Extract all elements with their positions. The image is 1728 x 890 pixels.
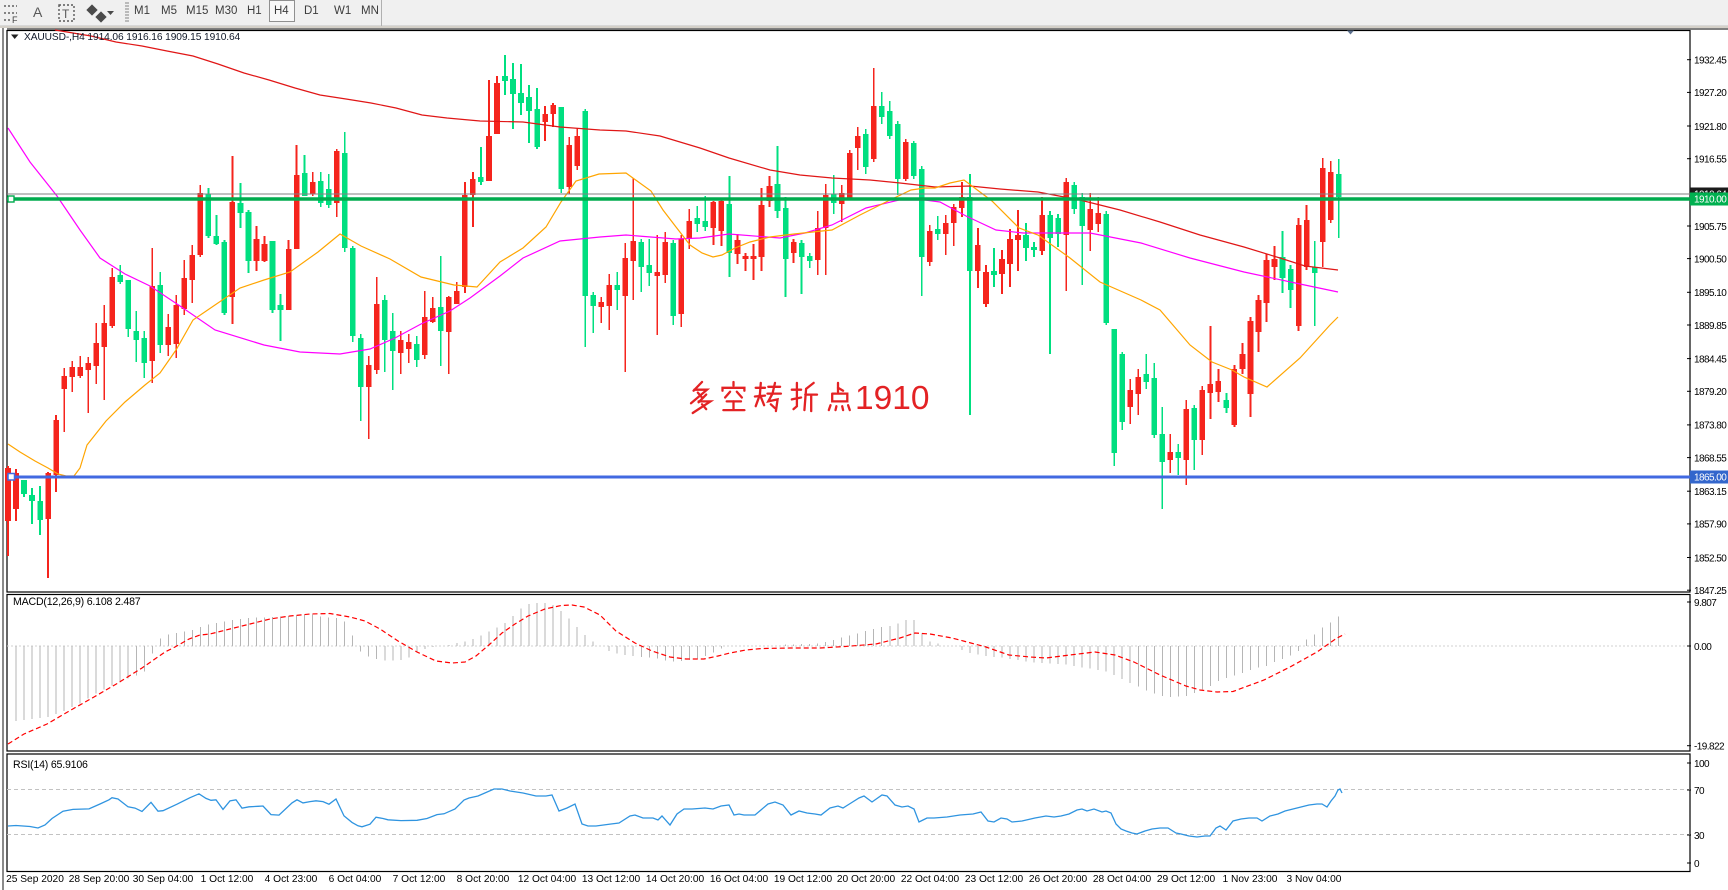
svg-text:A: A xyxy=(33,4,43,20)
svg-text:13 Oct 12:00: 13 Oct 12:00 xyxy=(582,874,641,885)
svg-text:1852.50: 1852.50 xyxy=(1694,553,1727,564)
svg-text:70: 70 xyxy=(1694,786,1705,797)
svg-text:30 Sep 04:00: 30 Sep 04:00 xyxy=(133,874,194,885)
svg-text:1910: 1910 xyxy=(855,380,930,417)
svg-text:0: 0 xyxy=(1694,859,1700,870)
svg-text:1868.55: 1868.55 xyxy=(1694,453,1727,464)
svg-text:1847.25: 1847.25 xyxy=(1694,586,1727,597)
svg-text:29 Oct 12:00: 29 Oct 12:00 xyxy=(1157,874,1216,885)
svg-text:7 Oct 12:00: 7 Oct 12:00 xyxy=(393,874,446,885)
svg-text:26 Oct 20:00: 26 Oct 20:00 xyxy=(1029,874,1088,885)
svg-text:28 Sep 20:00: 28 Sep 20:00 xyxy=(69,874,130,885)
svg-text:4 Oct 23:00: 4 Oct 23:00 xyxy=(265,874,318,885)
svg-text:MACD(12,26,9) 6.108 2.487: MACD(12,26,9) 6.108 2.487 xyxy=(13,596,141,608)
svg-text:1863.15: 1863.15 xyxy=(1694,487,1727,498)
svg-text:1889.85: 1889.85 xyxy=(1694,321,1727,332)
svg-text:16 Oct 04:00: 16 Oct 04:00 xyxy=(710,874,769,885)
svg-text:19 Oct 12:00: 19 Oct 12:00 xyxy=(774,874,833,885)
svg-text:9.807: 9.807 xyxy=(1694,598,1717,609)
svg-text:1921.80: 1921.80 xyxy=(1694,122,1727,133)
svg-text:1916.55: 1916.55 xyxy=(1694,155,1727,166)
svg-text:1932.45: 1932.45 xyxy=(1694,56,1727,67)
svg-text:30: 30 xyxy=(1694,831,1705,842)
svg-text:0.00: 0.00 xyxy=(1694,642,1712,653)
svg-text:1873.80: 1873.80 xyxy=(1694,421,1727,432)
svg-text:1879.20: 1879.20 xyxy=(1694,387,1727,398)
svg-text:1910.00: 1910.00 xyxy=(1694,195,1727,206)
svg-text:1 Nov 23:00: 1 Nov 23:00 xyxy=(1223,874,1278,885)
svg-text:1884.45: 1884.45 xyxy=(1694,354,1727,365)
svg-text:100: 100 xyxy=(1694,759,1710,770)
svg-text:22 Oct 04:00: 22 Oct 04:00 xyxy=(901,874,960,885)
svg-text:25 Sep 2020: 25 Sep 2020 xyxy=(6,874,64,885)
svg-text:1857.90: 1857.90 xyxy=(1694,520,1727,531)
svg-text:-19.822: -19.822 xyxy=(1694,742,1725,753)
svg-text:3 Nov 04:00: 3 Nov 04:00 xyxy=(1287,874,1342,885)
svg-text:1900.50: 1900.50 xyxy=(1694,254,1727,265)
svg-text:1865.00: 1865.00 xyxy=(1694,473,1727,484)
svg-text:23 Oct 12:00: 23 Oct 12:00 xyxy=(965,874,1024,885)
svg-text:T: T xyxy=(62,7,70,21)
svg-text:6 Oct 04:00: 6 Oct 04:00 xyxy=(329,874,382,885)
svg-text:8 Oct 20:00: 8 Oct 20:00 xyxy=(457,874,510,885)
svg-text:1905.75: 1905.75 xyxy=(1694,222,1727,233)
svg-text:20 Oct 20:00: 20 Oct 20:00 xyxy=(837,874,896,885)
svg-text:RSI(14) 65.9106: RSI(14) 65.9106 xyxy=(13,759,88,771)
svg-text:F: F xyxy=(12,15,18,25)
svg-text:XAUUSD-,H4 1914.06 1916.16 19: XAUUSD-,H4 1914.06 1916.16 1909.15 1910.… xyxy=(24,32,241,43)
svg-text:1927.20: 1927.20 xyxy=(1694,88,1727,99)
svg-text:1895.10: 1895.10 xyxy=(1694,288,1727,299)
svg-text:12 Oct 04:00: 12 Oct 04:00 xyxy=(518,874,577,885)
svg-text:1 Oct 12:00: 1 Oct 12:00 xyxy=(201,874,254,885)
svg-text:28 Oct 04:00: 28 Oct 04:00 xyxy=(1093,874,1152,885)
svg-text:14 Oct 20:00: 14 Oct 20:00 xyxy=(646,874,705,885)
